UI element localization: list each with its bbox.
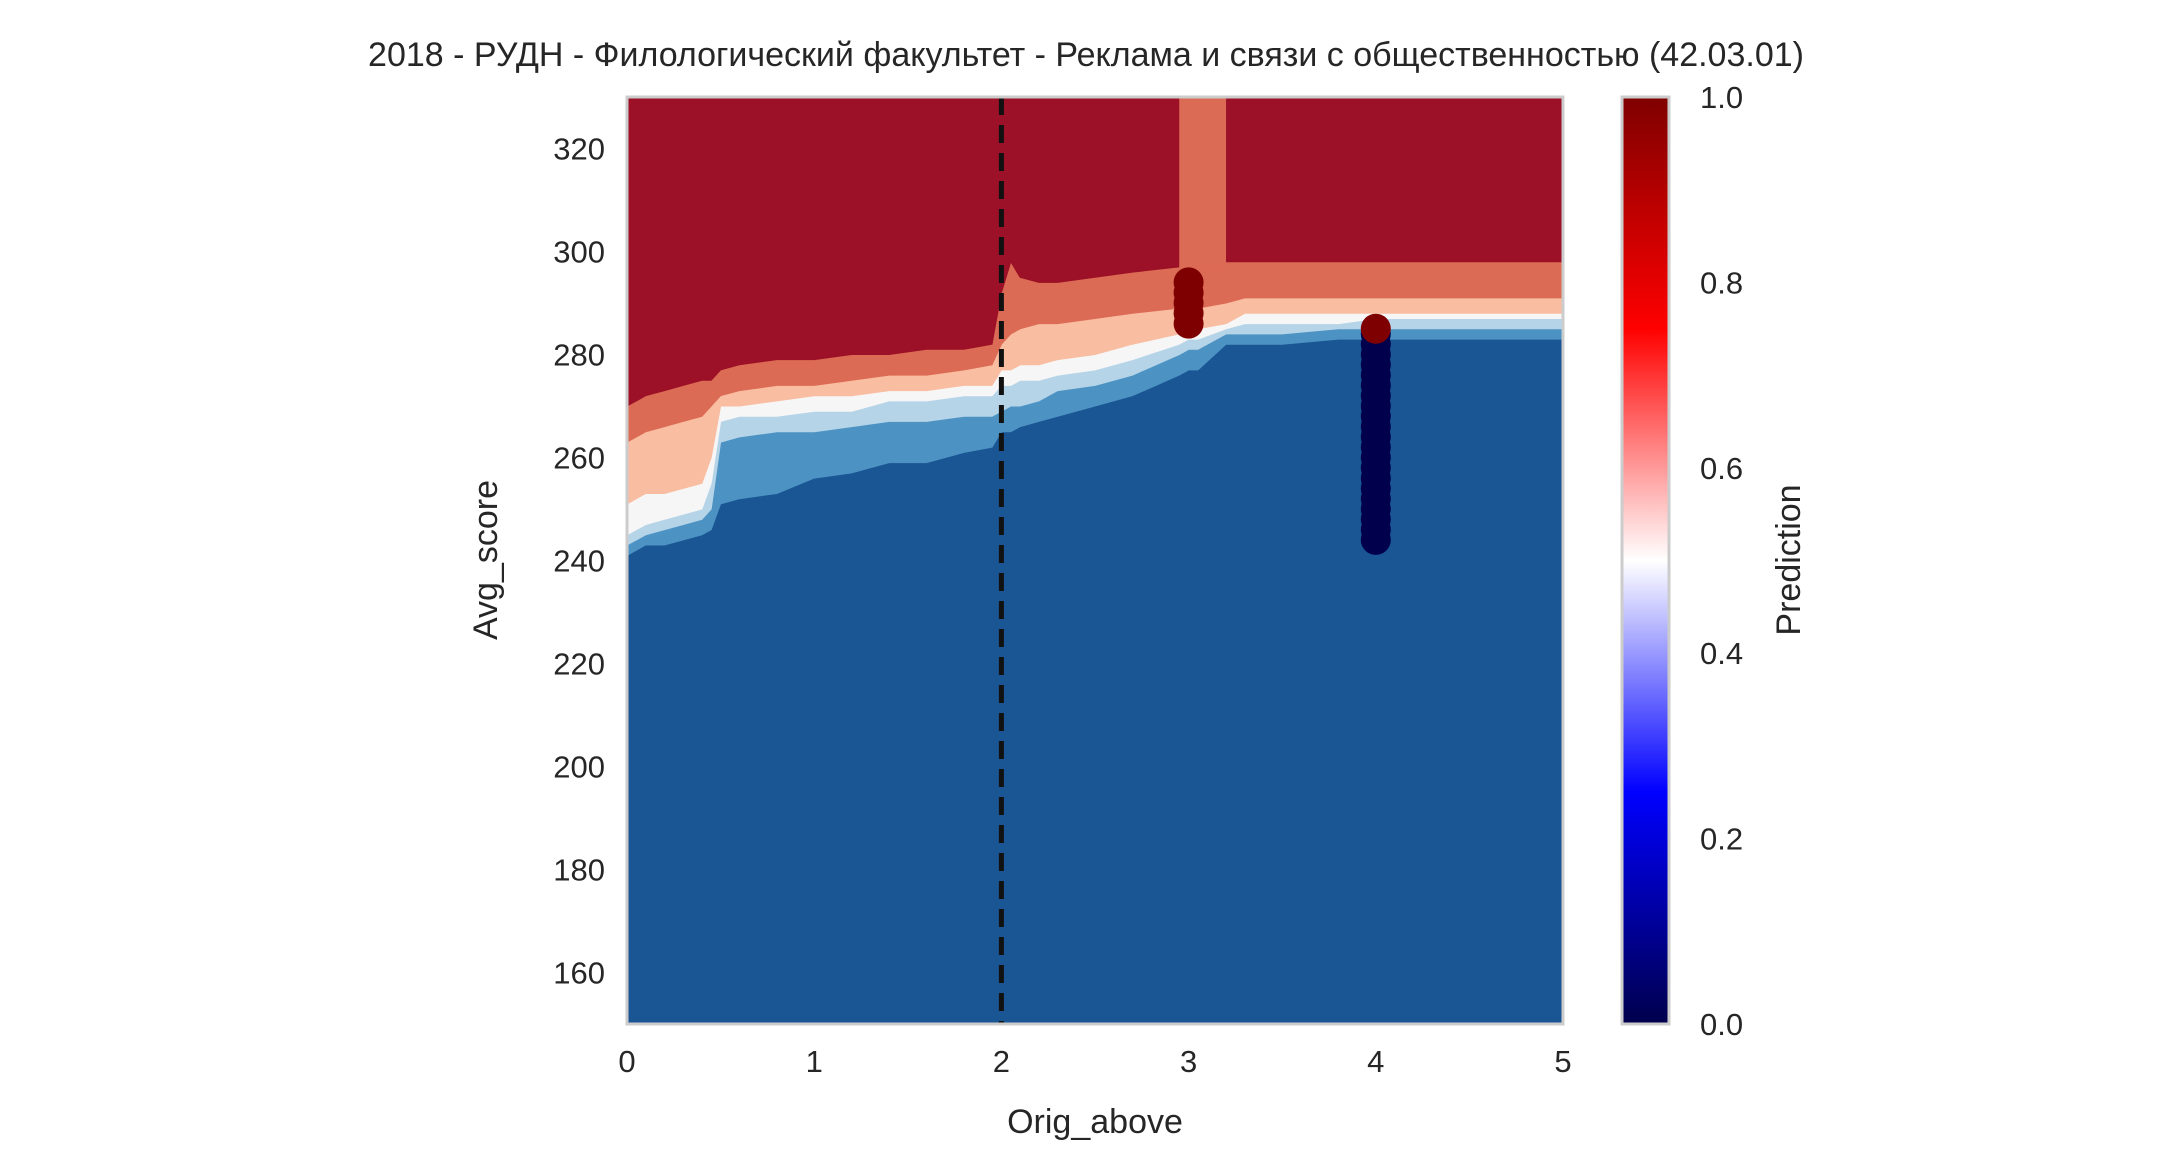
y-tick-label: 260 bbox=[553, 441, 605, 476]
y-tick-labels: 160 180 200 220 240 260 280 300 320 bbox=[553, 132, 605, 991]
colorbar-tick-label: 0.4 bbox=[1700, 636, 1743, 671]
plot-area bbox=[627, 97, 1563, 1024]
colorbar-label: Prediction bbox=[1770, 484, 1808, 635]
y-axis-label: Avg_score bbox=[467, 480, 505, 640]
plot-frame bbox=[625, 95, 1565, 1026]
y-tick-label: 240 bbox=[553, 544, 605, 579]
scatter-point bbox=[1360, 313, 1391, 344]
chart-title: 2018 - РУДН - Филологический факультет -… bbox=[368, 36, 1804, 74]
contour-region-0.857-1 bbox=[627, 97, 1563, 407]
y-tick-label: 320 bbox=[553, 132, 605, 167]
colorbar-tick-label: 0.8 bbox=[1700, 265, 1743, 300]
colorbar-tick-label: 0.0 bbox=[1700, 1007, 1743, 1042]
y-tick-label: 280 bbox=[553, 338, 605, 373]
contour-regions bbox=[627, 97, 1563, 1024]
x-tick-label: 5 bbox=[1554, 1044, 1571, 1079]
column-band-rect bbox=[1179, 97, 1227, 269]
scatter-points bbox=[1173, 267, 1391, 555]
y-tick-label: 180 bbox=[553, 853, 605, 888]
x-tick-labels: 0 1 2 3 4 5 bbox=[618, 1044, 1571, 1079]
colorbar: 0.0 0.2 0.4 0.6 0.8 1.0 Prediction bbox=[1620, 80, 1808, 1042]
x-tick-label: 4 bbox=[1367, 1044, 1384, 1079]
scatter-point bbox=[1173, 267, 1204, 298]
colorbar-tick-label: 0.2 bbox=[1700, 822, 1743, 857]
colorbar-tick-label: 1.0 bbox=[1700, 80, 1743, 115]
y-tick-label: 160 bbox=[553, 956, 605, 991]
x-tick-label: 2 bbox=[993, 1044, 1010, 1079]
x-axis-label: Orig_above bbox=[1007, 1103, 1183, 1141]
column-band bbox=[1179, 97, 1227, 269]
y-tick-label: 200 bbox=[553, 750, 605, 785]
x-tick-label: 0 bbox=[618, 1044, 635, 1079]
colorbar-gradient bbox=[1620, 95, 1671, 1026]
x-tick-label: 1 bbox=[806, 1044, 823, 1079]
colorbar-tick-labels: 0.0 0.2 0.4 0.6 0.8 1.0 bbox=[1700, 80, 1743, 1042]
colorbar-tick-label: 0.6 bbox=[1700, 451, 1743, 486]
y-tick-label: 220 bbox=[553, 647, 605, 682]
y-tick-label: 300 bbox=[553, 235, 605, 270]
x-tick-label: 3 bbox=[1180, 1044, 1197, 1079]
